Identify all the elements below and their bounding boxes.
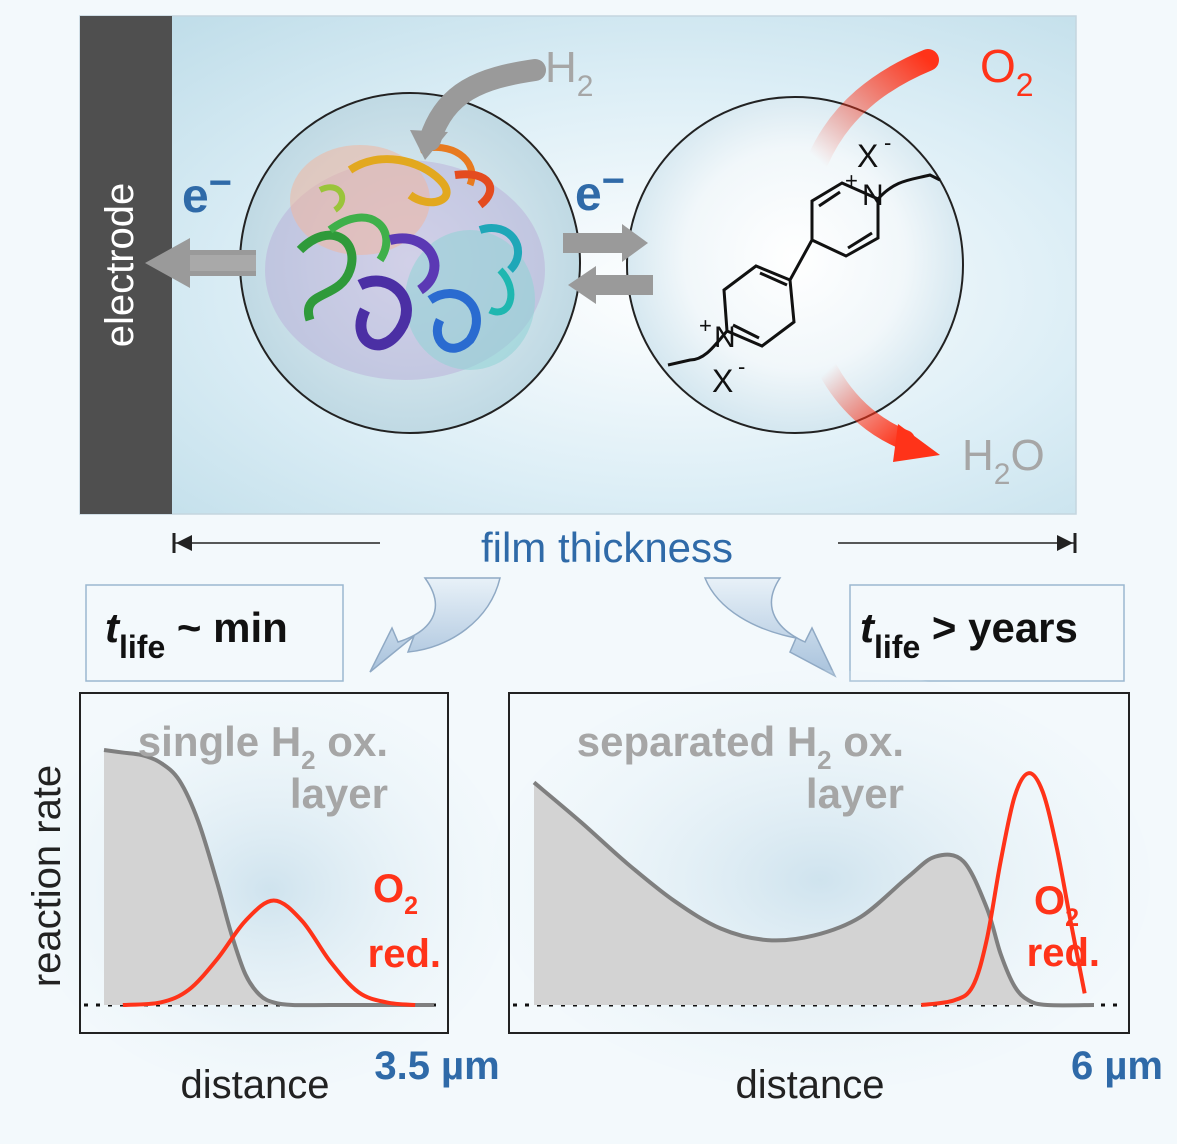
o2-reduction-label: O2	[1034, 879, 1079, 932]
h2-oxidation-area	[104, 750, 434, 1006]
x-axis-label: distance	[736, 1063, 885, 1107]
lifetime-box-left: tlife ~ min	[85, 584, 344, 682]
chart-left: single H2 ox.layer O2 red. distance 3.5 µm	[79, 692, 500, 1107]
svg-text:X: X	[857, 138, 878, 174]
o2-reduction-label: O2	[373, 867, 418, 920]
h2-arrow-head	[410, 130, 448, 160]
x-axis-end-label: 3.5 µm	[374, 1044, 499, 1088]
o2-reduction-label: red.	[1027, 931, 1100, 975]
viologen-structure-icon	[667, 173, 941, 367]
plot-frame	[508, 692, 1130, 1034]
split-arrow-right	[703, 577, 837, 678]
chart-title-line: layer	[806, 770, 904, 817]
h2o-label: H2O	[962, 431, 1045, 491]
x-axis-end-label: 6 µm	[1071, 1044, 1163, 1088]
svg-text:+: +	[845, 168, 858, 193]
top-panel: electrode H2 O2	[79, 15, 1077, 515]
h2-oxidation-area	[534, 782, 1094, 1006]
viologen-labels: N + X - N + X -	[699, 130, 891, 399]
chart-title-line: separated H2 ox.	[577, 718, 904, 775]
electron-left-label: e−	[182, 161, 232, 223]
svg-text:N: N	[862, 179, 884, 212]
hydrogenase-enzyme-icon	[265, 143, 545, 380]
lifetime-box-right: tlife > years	[849, 584, 1125, 682]
svg-text:tlife ~ min: tlife ~ min	[105, 604, 288, 665]
viologen-circle	[626, 96, 964, 434]
h2-oxidation-curve	[103, 748, 434, 1008]
o2-reduction-curve	[122, 898, 416, 1007]
svg-text:-: -	[738, 354, 745, 379]
chart-title-line: single H2 ox.	[138, 718, 388, 775]
o2-label: O2	[980, 40, 1034, 103]
y-axis-label: reaction rate	[25, 765, 69, 987]
o2-arrow	[807, 49, 939, 171]
x-axis-label: distance	[181, 1063, 330, 1107]
plot-frame	[79, 692, 449, 1034]
electrode-label: electrode	[98, 183, 142, 348]
svg-text:N: N	[714, 321, 736, 354]
svg-text:-: -	[884, 130, 891, 155]
split-arrow-left	[369, 577, 501, 673]
h2-label: H2	[545, 43, 593, 103]
film-thickness-dimension: film thickness	[172, 524, 1077, 571]
electron-transfer-arrow-left	[145, 238, 256, 288]
o2-reduction-label: red.	[368, 932, 441, 976]
chart-title-line: layer	[290, 770, 388, 817]
o2-reduction-curve	[921, 771, 1087, 1007]
svg-text:tlife > years: tlife > years	[860, 604, 1078, 665]
h2-arrow	[419, 59, 546, 151]
svg-text:+: +	[699, 313, 712, 338]
electron-right-label: e−	[575, 159, 625, 221]
h2-oxidation-curve	[532, 780, 1095, 1008]
film-thickness-label: film thickness	[481, 524, 733, 571]
svg-text:X: X	[712, 363, 733, 399]
h2o-arrow-head	[893, 424, 940, 462]
electron-exchange-arrows	[563, 224, 653, 304]
